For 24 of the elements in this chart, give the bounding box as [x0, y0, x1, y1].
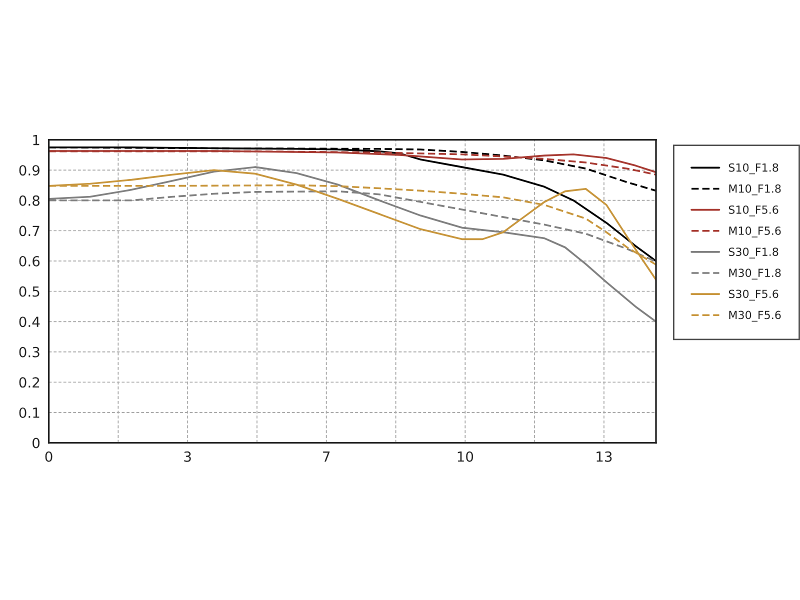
legend-label: M10_F5.6 — [729, 226, 781, 238]
y-tick-label: 0.4 — [19, 316, 40, 328]
y-tick-label: 0.9 — [19, 165, 40, 176]
legend-label: S10_F5.6 — [728, 205, 778, 216]
y-tick-label: 0.6 — [19, 256, 40, 266]
y-tick-label: 0.8 — [19, 195, 40, 206]
legend-label: M10_F1.8 — [729, 184, 781, 196]
legend-label: M30_F5.6 — [729, 310, 781, 322]
x-tick-label: 0 — [45, 451, 52, 462]
y-tick-label: 0.5 — [19, 286, 40, 297]
y-tick-label: 0.2 — [19, 377, 40, 388]
y-tick-label: 1 — [33, 134, 40, 146]
y-tick-label: 0.3 — [19, 346, 40, 358]
x-tick-label: 3 — [184, 451, 191, 462]
legend-label: M30_F1.8 — [729, 268, 781, 280]
x-tick-label: 7 — [323, 452, 330, 462]
legend-label: S10_F1.8 — [728, 163, 778, 174]
legend-label: S30_F5.6 — [728, 290, 778, 301]
y-tick-label: 0 — [32, 438, 40, 448]
legend-label: S30_F1.8 — [728, 248, 778, 258]
y-tick-label: 0.7 — [19, 226, 40, 236]
x-tick-label: 13 — [596, 451, 612, 462]
y-tick-label: 0.1 — [19, 407, 40, 418]
x-tick-label: 10 — [458, 451, 474, 462]
